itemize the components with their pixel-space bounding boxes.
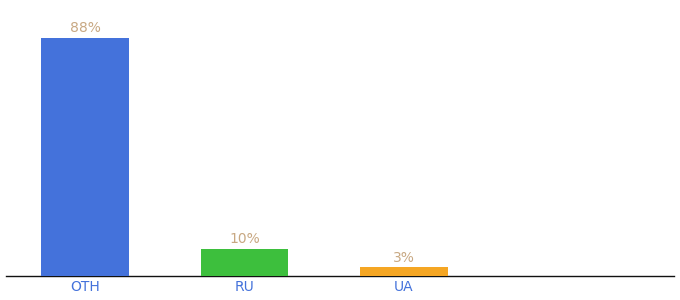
Bar	[360, 268, 447, 276]
Bar	[201, 249, 288, 276]
Text: 88%: 88%	[70, 21, 101, 35]
Text: 10%: 10%	[229, 232, 260, 246]
Bar	[41, 38, 129, 276]
Text: 3%: 3%	[393, 251, 415, 265]
